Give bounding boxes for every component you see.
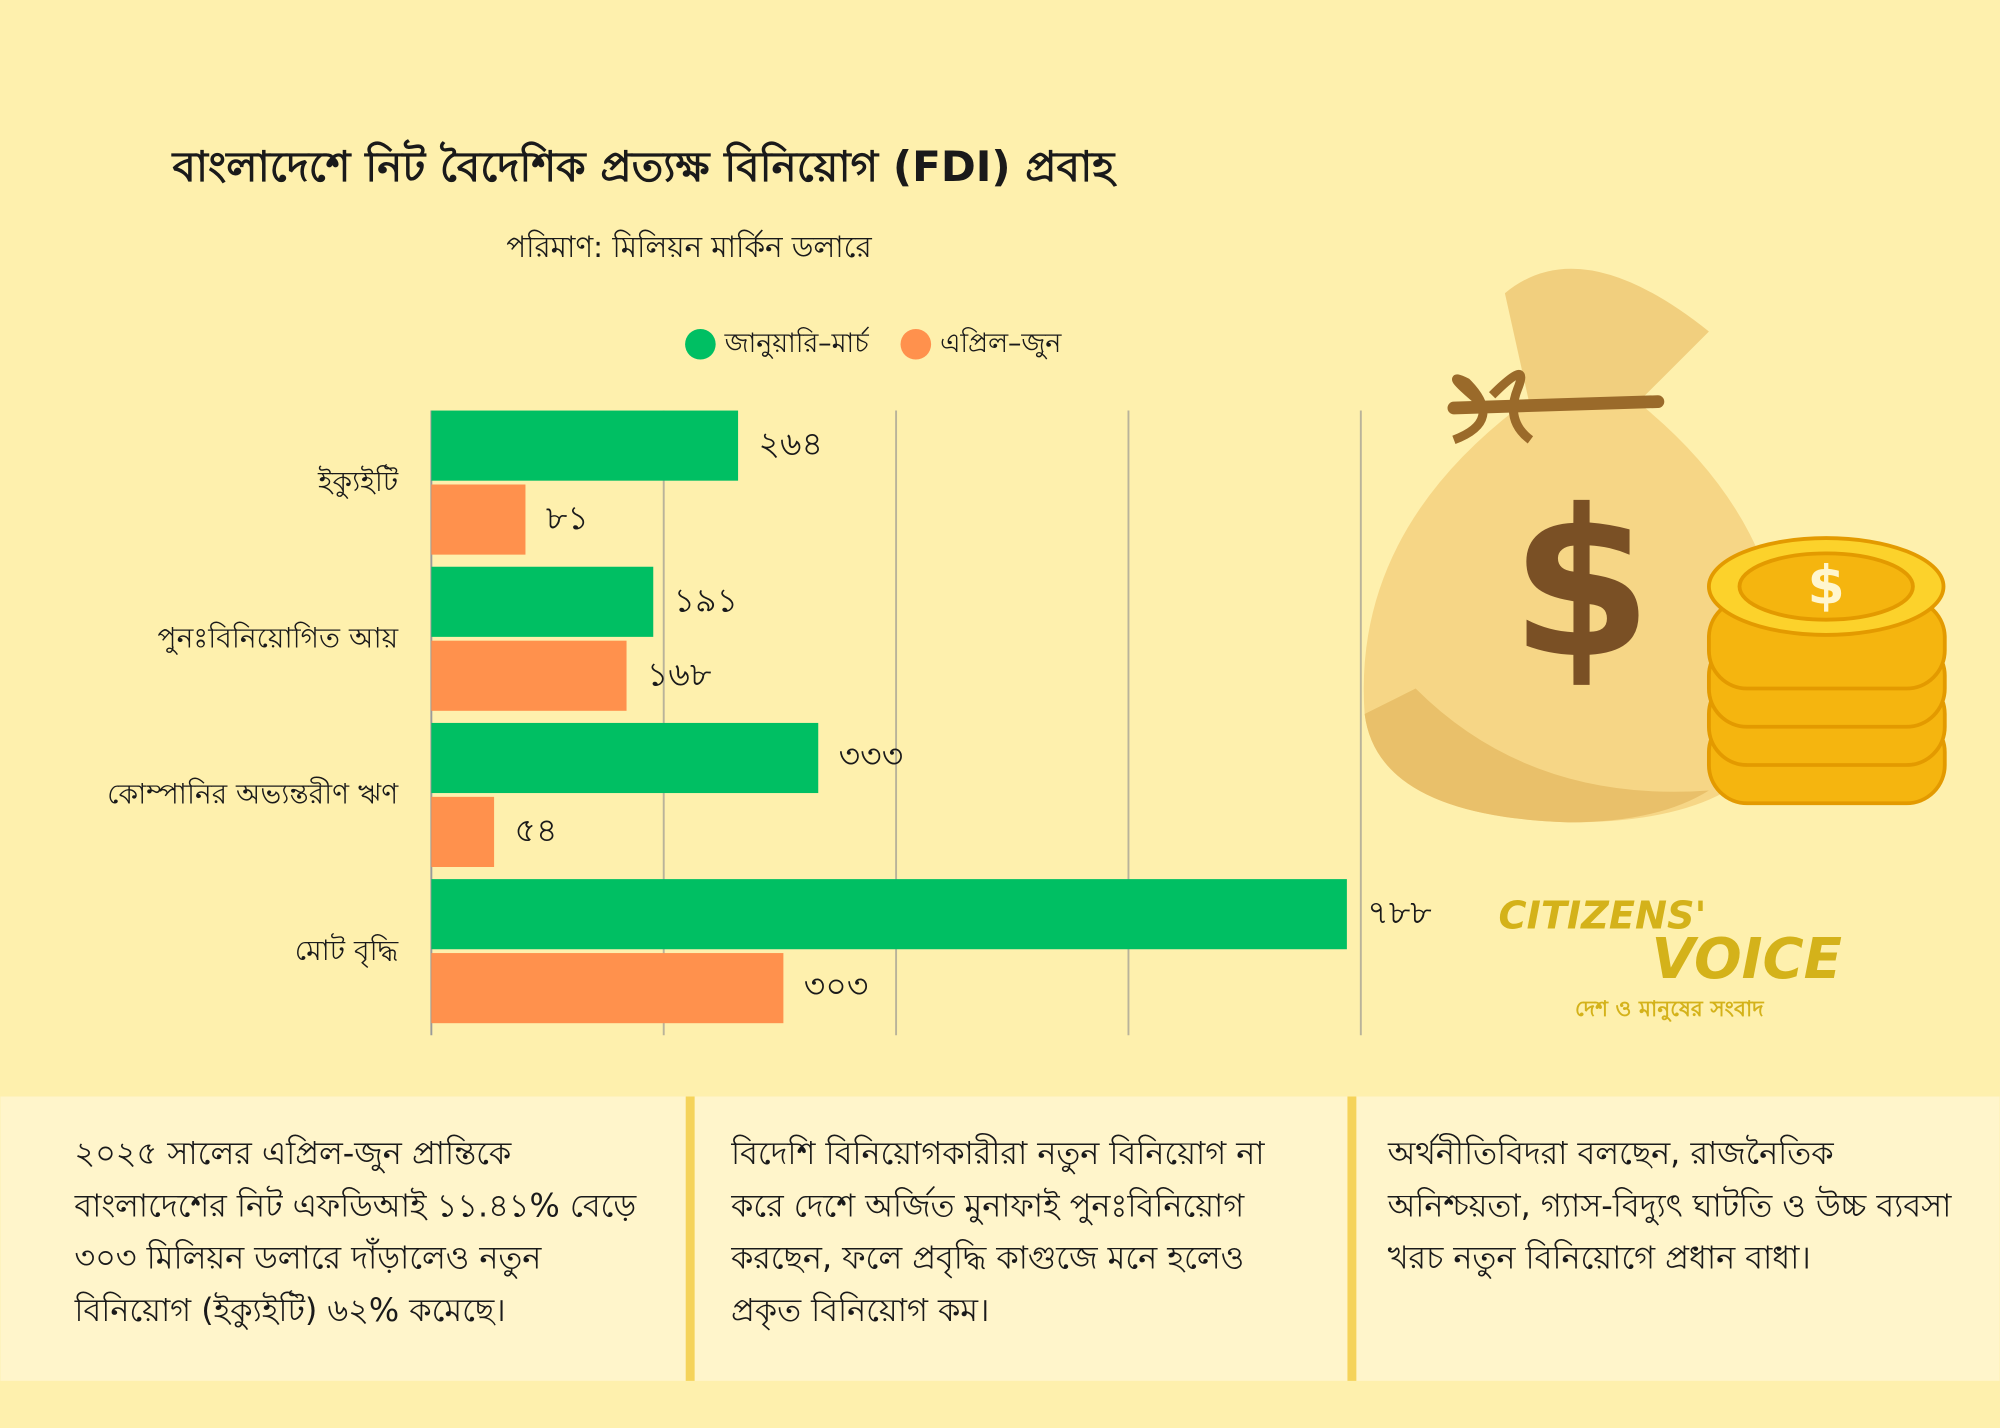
y-tick-label: পুনঃবিনিয়োগিত আয় [158, 621, 399, 654]
note-text: বিদেশি বিনিয়োগকারীরা নতুন বিনিয়োগ না ক… [730, 1134, 1265, 1329]
legend-label: জানুয়ারি–মার্চ [724, 327, 870, 359]
chart-subtitle: পরিমাণ: মিলিয়ন মার্কিন ডলারে [506, 230, 872, 264]
value-label: ৭৮৮ [1367, 893, 1432, 932]
bar [431, 722, 819, 794]
y-tick-label: মোট বৃদ্ধি [295, 933, 399, 968]
y-tick-label: কোম্পানির অভ্যন্তরীণ ঋণ [107, 777, 399, 811]
note-box: অর্থনীতিবিদরা বলছেন, রাজনৈতিক অনিশ্চয়তা… [1387, 1134, 1952, 1277]
bar [431, 484, 526, 555]
value-label: ১৬৮ [647, 654, 712, 693]
value-label: ৩৩৩ [839, 736, 904, 775]
coin-sign: $ [1808, 554, 1845, 617]
note-box: বিদেশি বিনিয়োগকারীরা নতুন বিনিয়োগ না ক… [730, 1134, 1265, 1329]
value-label: ২৬৪ [758, 424, 823, 463]
logo-tagline: দেশ ও মানুষের সংবাদ [1575, 997, 1765, 1023]
legend-swatch [900, 328, 932, 360]
bar [431, 640, 627, 711]
note-box: ২০২৫ সালের এপ্রিল-জুন প্রান্তিকে বাংলাদে… [74, 1134, 637, 1329]
money-bag-illustration: $ $ [1363, 268, 1947, 823]
dollar-sign: $ [1510, 467, 1652, 704]
value-label: ৫৪ [514, 810, 557, 849]
bar [431, 953, 784, 1024]
logo-name-top: CITIZENS' [1499, 894, 1707, 939]
bar [431, 796, 495, 867]
value-label: ৮১ [546, 498, 589, 537]
bar [431, 879, 1347, 950]
y-tick-label: ইক্যুইটি [317, 464, 399, 498]
legend-swatch [685, 328, 716, 360]
note-text: অর্থনীতিবিদরা বলছেন, রাজনৈতিক অনিশ্চয়তা… [1387, 1134, 1952, 1277]
chart-title: বাংলাদেশে নিট বৈদেশিক প্রত্যক্ষ বিনিয়োগ… [171, 139, 1118, 191]
bar [431, 566, 654, 637]
bar [431, 410, 739, 481]
legend-label: এপ্রিল–জুন [940, 327, 1062, 359]
notes-panel [0, 1096, 2000, 1381]
value-label: ৩০৩ [804, 967, 869, 1006]
value-label: ১৯১ [674, 580, 738, 619]
logo-name-bottom: VOICE [1652, 927, 1842, 992]
note-text: ২০২৫ সালের এপ্রিল-জুন প্রান্তিকে বাংলাদে… [74, 1134, 637, 1329]
